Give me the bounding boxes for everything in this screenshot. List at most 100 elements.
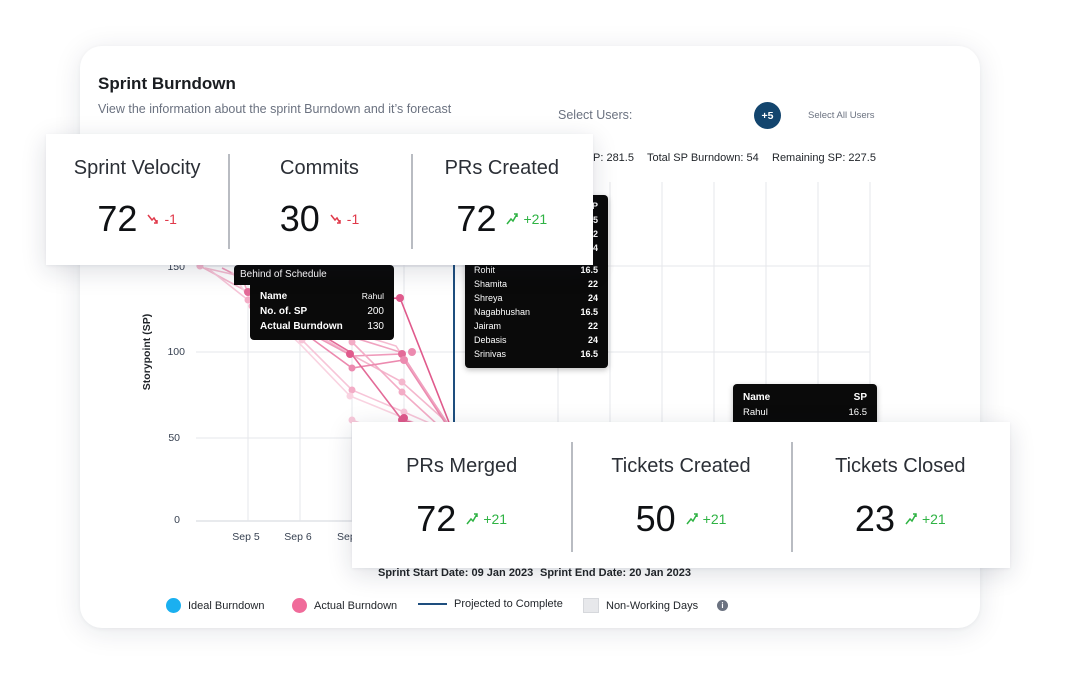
metric-value: 23 (854, 498, 895, 539)
page-subtitle: View the information about the sprint Bu… (98, 102, 452, 116)
metric-delta: +21 (903, 511, 946, 527)
metric-commits: Commits 30 -1 (228, 134, 410, 265)
metric-value: 30 (279, 198, 320, 239)
legend-label: Non-Working Days (606, 599, 699, 612)
bottom-metrics-card: PRs Merged 72 +21 Tickets Created 50 +21… (352, 422, 1010, 568)
metric-label: Tickets Created (611, 455, 751, 477)
user-name: Nagabhushan (474, 307, 531, 317)
total-sp-stat: P: 281.5 (593, 152, 634, 164)
tooltip-row-label: Actual Burndown (260, 321, 343, 332)
non-working-swatch (583, 598, 599, 613)
user-name: Debasis (474, 335, 507, 345)
trend-down-icon (147, 214, 159, 224)
user-name: Srinivas (474, 349, 507, 359)
x-tick-sep-5: Sep 5 (232, 531, 260, 543)
user-name: Shreya (474, 293, 503, 303)
tooltip-header-name: Name (743, 392, 771, 403)
tooltip-user-row: Rohit 16.5 (474, 263, 598, 277)
legend-label: Actual Burndown (314, 599, 398, 612)
user-sp: 16.5 (580, 307, 598, 317)
tooltip-row-name: Rahul (743, 407, 768, 418)
trend-down-icon (330, 214, 341, 224)
sprint-end-date: Sprint End Date: 20 Jan 2023 (540, 567, 691, 579)
tooltip-row: Name Rahul (260, 289, 384, 304)
metric-label: Tickets Closed (835, 455, 966, 477)
total-burndown-stat: Total SP Burndown: 54 (647, 152, 759, 164)
user-name: Jairam (474, 321, 502, 331)
metric-value: 72 (416, 498, 457, 539)
metric-prs-merged: PRs Merged 72 +21 (352, 422, 571, 568)
tooltip-user-row: Debasis 24 (474, 333, 598, 347)
select-users-label: Select Users: (558, 108, 633, 122)
more-users-badge[interactable]: +5 (754, 102, 781, 129)
actual-burndown-swatch (292, 598, 307, 613)
trend-up-icon (506, 213, 519, 225)
tooltip-peek: 5 (592, 215, 598, 225)
behind-schedule-tooltip: Name Rahul No. of. SP 200 Actual Burndow… (250, 284, 394, 340)
metric-delta: +21 (464, 511, 507, 527)
metric-label: PRs Merged (406, 455, 518, 477)
user-sp: 24 (587, 335, 598, 345)
tooltip-peek: P (591, 201, 598, 211)
tooltip-row-value: 130 (367, 321, 384, 332)
metric-tickets-closed: Tickets Closed 23 +21 (790, 422, 1010, 568)
tooltip-user-row: Srinivas 16.5 (474, 347, 598, 361)
legend-projected[interactable]: Projected to Complete (418, 598, 563, 610)
tooltip-row: Actual Burndown 130 (260, 319, 384, 334)
projected-line-swatch (418, 603, 447, 605)
user-sp: 16.5 (580, 349, 598, 359)
tooltip-row-value: Rahul (361, 291, 384, 301)
tooltip-row-sp: 16.5 (848, 407, 868, 418)
legend-label: Projected to Complete (454, 598, 563, 610)
metric-delta: +21 (684, 511, 726, 527)
metric-sprint-velocity: Sprint Velocity 72 -1 (46, 134, 228, 265)
x-tick-sep-6: Sep 6 (284, 531, 312, 543)
metric-prs-created: PRs Created 72 +21 (410, 134, 593, 265)
tooltip-user-row: Shreya 24 (474, 291, 598, 305)
metric-delta: +21 (504, 211, 547, 227)
tooltip-peek: 4 (592, 243, 598, 253)
tooltip-row-label: Name (260, 291, 288, 302)
user-sp: 22 (587, 279, 598, 289)
behind-schedule-tooltip-title: Behind of Schedule (234, 265, 394, 285)
metric-label: Sprint Velocity (73, 157, 201, 179)
metric-value: 72 (97, 198, 138, 239)
name-sp-tooltip: Name SP Rahul 16.5 (733, 384, 877, 426)
tooltip-row: No. of. SP 200 (260, 304, 384, 319)
x-tick-sep-partial: Sep (337, 531, 356, 543)
tooltip-header-sp: SP (853, 392, 867, 403)
legend-label: Ideal Burndown (188, 599, 265, 612)
trend-up-icon (686, 513, 698, 525)
user-sp: 22 (587, 321, 598, 331)
legend-non-working[interactable]: Non-Working Days (583, 598, 698, 613)
y-axis-label: Storypoint (SP) (141, 314, 153, 390)
tooltip-user-row: Jairam 22 (474, 319, 598, 333)
metric-tickets-created: Tickets Created 50 +21 (571, 422, 790, 568)
trend-up-icon (466, 513, 479, 525)
tooltip-row-value: 200 (367, 306, 384, 317)
tooltip-peek: 2 (592, 229, 598, 239)
y-tick-0: 0 (174, 514, 180, 526)
info-icon[interactable]: i (717, 600, 728, 611)
user-name: Shamita (474, 279, 508, 289)
metric-label: PRs Created (444, 157, 560, 179)
tooltip-row-label: No. of. SP (260, 306, 308, 317)
tooltip-user-row: Nagabhushan 16.5 (474, 305, 598, 319)
trend-up-icon (905, 513, 917, 525)
metric-delta: -1 (328, 211, 359, 227)
ideal-burndown-swatch (166, 598, 181, 613)
top-metrics-card: Sprint Velocity 72 -1 Commits 30 -1 PRs … (46, 134, 593, 265)
metric-value: 50 (635, 498, 676, 539)
user-name: Rohit (474, 265, 496, 275)
metric-label: Commits (280, 157, 359, 179)
metric-delta: -1 (145, 211, 177, 227)
page-title: Sprint Burndown (98, 74, 236, 93)
y-tick-100: 100 (167, 346, 185, 358)
legend-ideal[interactable]: Ideal Burndown (166, 598, 264, 613)
legend-actual[interactable]: Actual Burndown (292, 598, 397, 613)
select-all-users-link[interactable]: Select All Users (808, 110, 875, 121)
user-sp: 24 (587, 293, 598, 303)
metric-value: 72 (456, 198, 497, 239)
y-tick-50: 50 (168, 432, 180, 444)
user-sp: 16.5 (580, 265, 598, 275)
